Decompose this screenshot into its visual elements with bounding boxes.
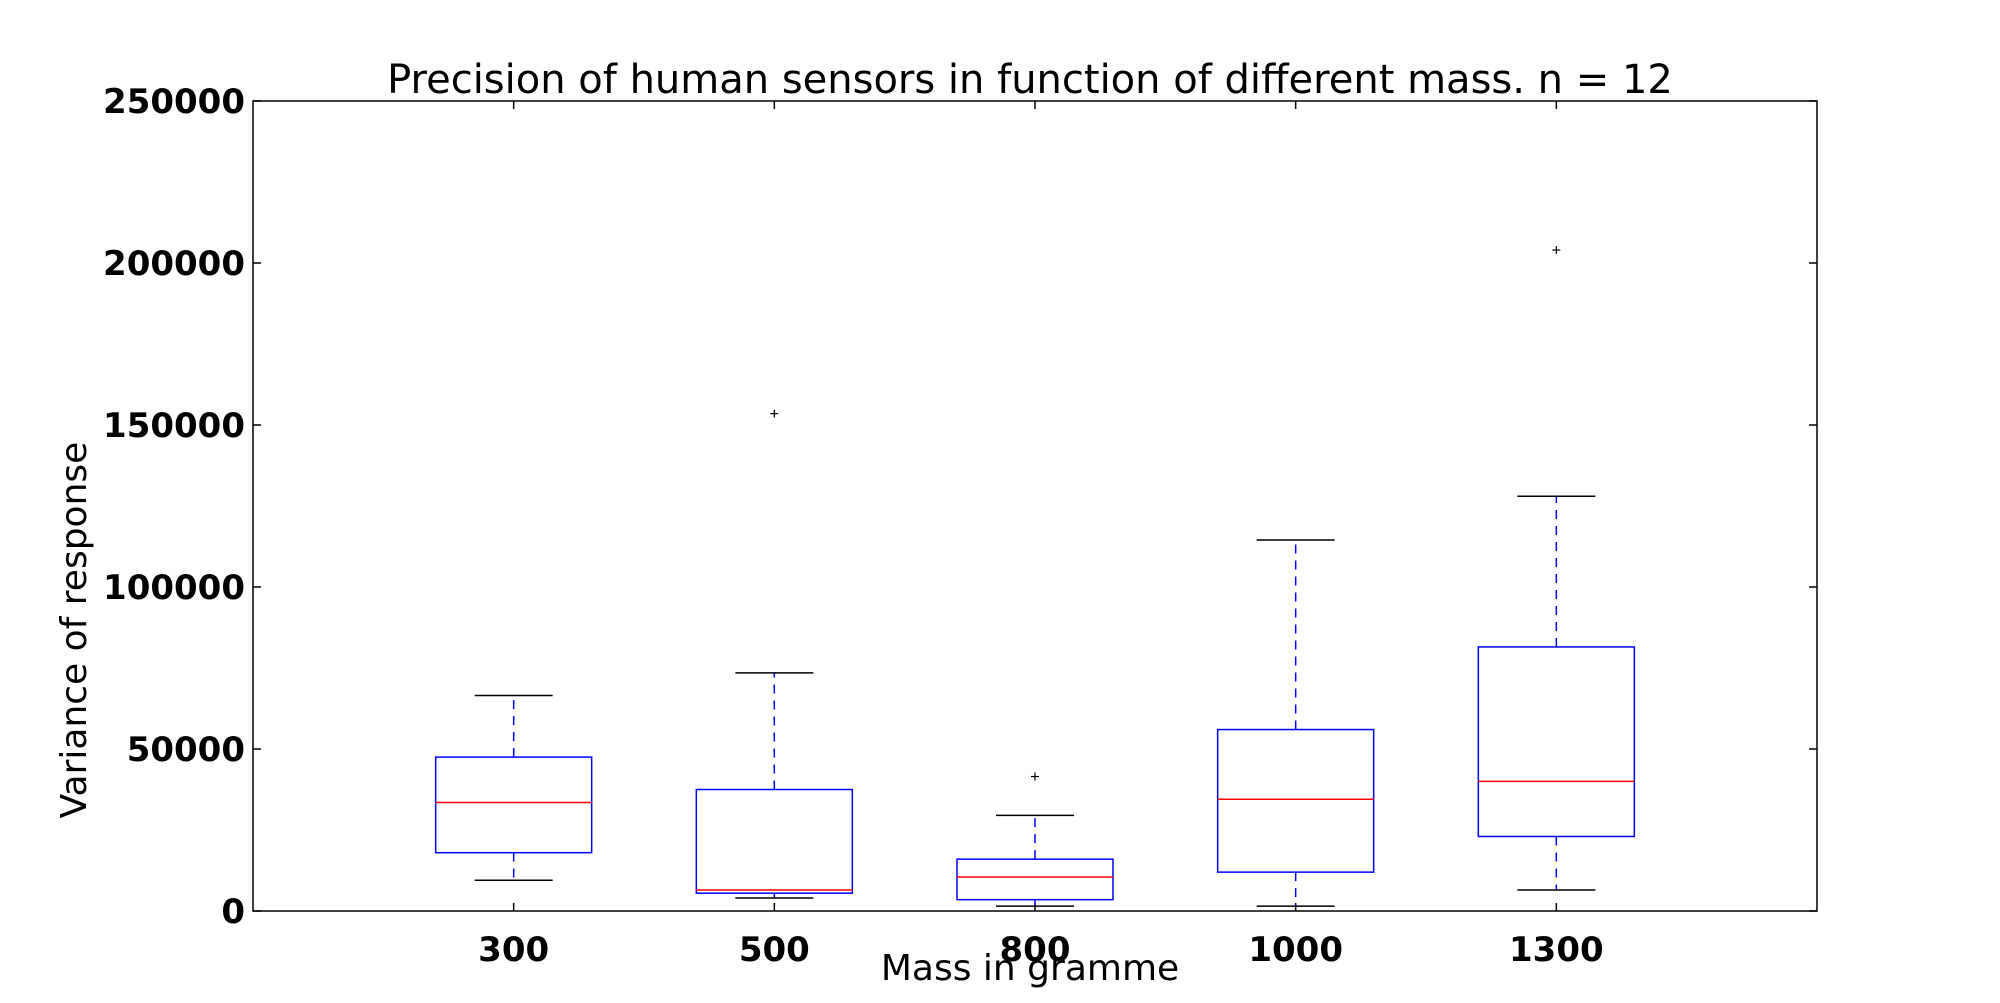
outlier-marker	[1552, 246, 1561, 255]
y-tick-label: 50000	[127, 730, 245, 770]
iqr-box	[434, 756, 593, 854]
plot-frame	[252, 100, 1818, 912]
iqr-box	[695, 788, 854, 894]
outlier-marker	[1031, 772, 1039, 781]
x-tick-label: 500	[739, 930, 810, 970]
outlier-marker	[770, 409, 779, 418]
y-tick-label: 200000	[103, 244, 245, 284]
x-tick-label: 800	[1000, 930, 1071, 970]
iqr-box	[1216, 728, 1375, 873]
y-axis-label: Variance of response	[54, 442, 95, 819]
iqr-box	[956, 858, 1114, 901]
y-tick-label: 100000	[103, 568, 245, 608]
x-axis-label: Mass in gramme	[881, 948, 1179, 989]
x-tick-label: 1300	[1509, 930, 1604, 970]
chart-title: Precision of human sensors in function o…	[387, 57, 1673, 103]
x-tick-label: 1000	[1248, 930, 1343, 970]
y-tick-label: 0	[221, 892, 245, 932]
x-tick-label: 300	[478, 930, 549, 970]
iqr-box	[1477, 646, 1636, 838]
y-tick-label: 150000	[103, 406, 245, 446]
y-tick-label: 250000	[103, 82, 245, 122]
